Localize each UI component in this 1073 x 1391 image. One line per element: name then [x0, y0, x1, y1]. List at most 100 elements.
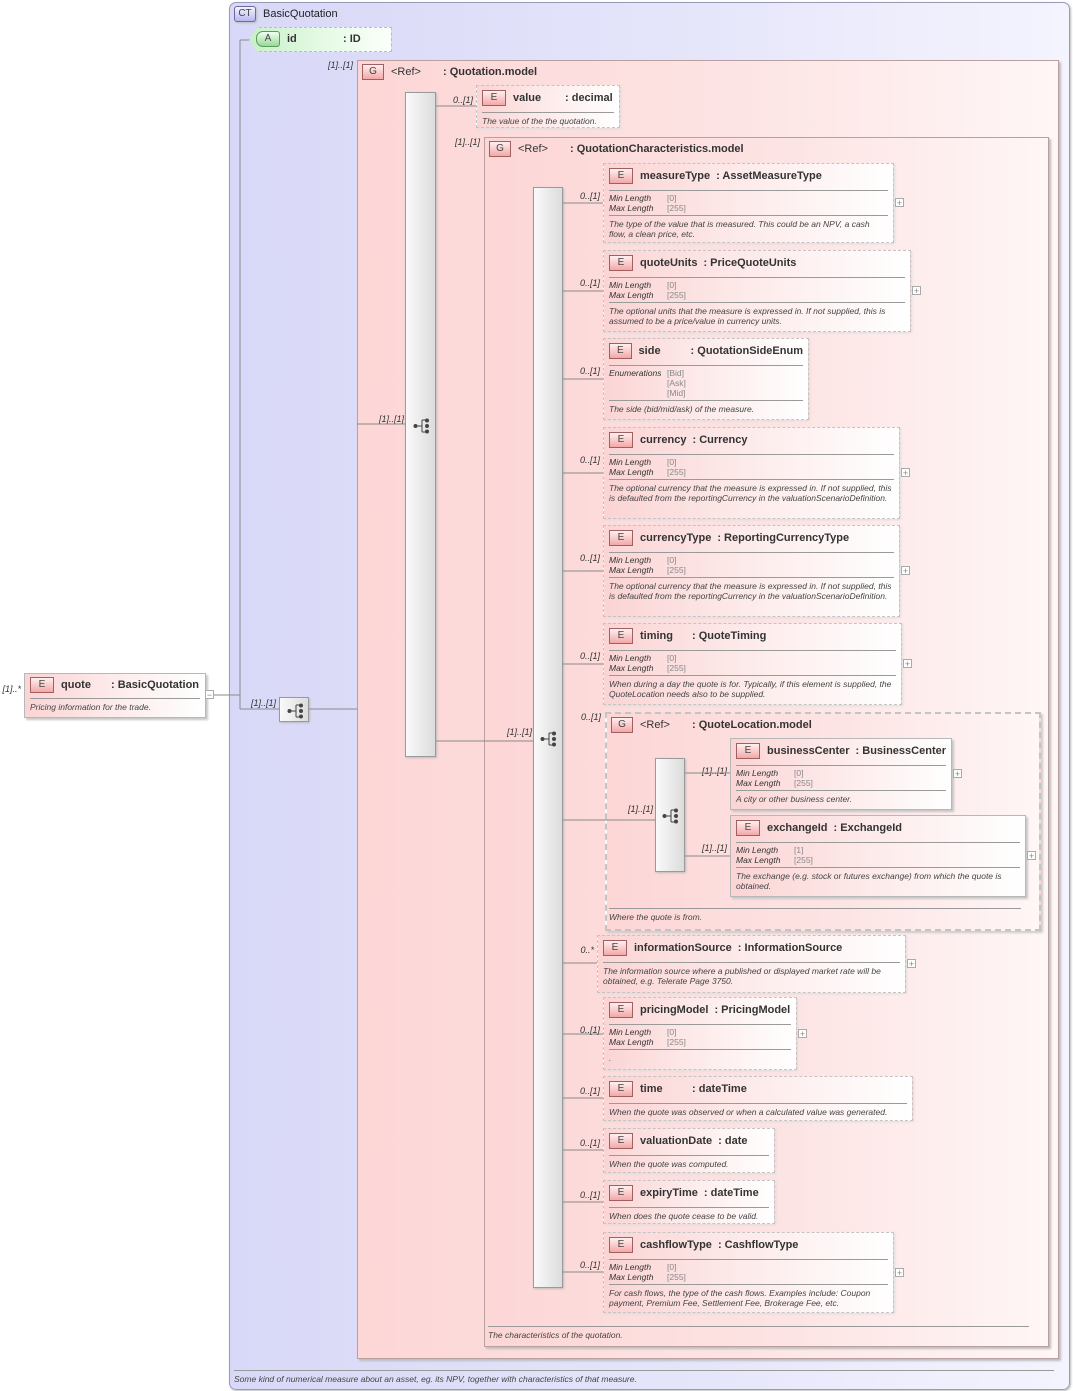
facet-value: [1]	[794, 845, 804, 855]
facet-label: Min Length	[609, 457, 652, 467]
expand-icon[interactable]: +	[895, 1267, 904, 1278]
facet-value: [0]	[794, 768, 804, 778]
facet-label: Min Length	[609, 1027, 652, 1037]
facet-value: [0]	[667, 555, 677, 565]
divider	[482, 112, 614, 113]
complex-type-name[interactable]: BasicQuotation	[263, 8, 338, 20]
group-header[interactable]: G <Ref>: Quotation.model	[362, 61, 1058, 83]
divider	[736, 765, 946, 766]
element-name: side	[638, 345, 661, 357]
element-badge: E	[609, 1185, 633, 1201]
divider	[736, 867, 1020, 868]
group-type: : QuoteLocation.model	[692, 719, 812, 731]
sequence-compositor[interactable]	[533, 187, 563, 1288]
occurrence-label: [1]..[1]	[701, 843, 727, 853]
occurrence-label: 0..[1]	[579, 1190, 600, 1200]
facet-label: Min Length	[736, 845, 779, 855]
group-badge: G	[489, 141, 511, 157]
group-header[interactable]: G <Ref>: QuoteLocation.model	[611, 714, 1039, 736]
occurrence-label: 0..[1]	[452, 95, 473, 105]
element-name: value	[513, 92, 542, 104]
element-badge: E	[609, 1237, 633, 1253]
expand-icon[interactable]: +	[1027, 851, 1036, 861]
divider	[609, 400, 803, 401]
element-description: The optional currency that the measure i…	[609, 581, 892, 601]
expand-icon[interactable]: +	[907, 959, 916, 969]
sequence-compositor[interactable]	[655, 758, 685, 872]
facet-value: [0]	[667, 457, 677, 467]
expand-icon[interactable]: +	[901, 566, 910, 576]
facet-label: Max Length	[609, 1037, 654, 1047]
facet-label: Min Length	[736, 768, 779, 778]
facet-value: [0]	[667, 653, 677, 663]
facet-label: Min Length	[609, 555, 652, 565]
facet-label: Max Length	[609, 467, 654, 477]
element-type: : BusinessCenter	[855, 745, 947, 757]
sequence-icon	[662, 808, 680, 829]
group-type: : QuotationCharacteristics.model	[570, 143, 744, 155]
occurrence-label: [1]..[1]	[506, 727, 532, 737]
expand-icon[interactable]: +	[903, 659, 912, 669]
divider	[609, 552, 894, 553]
element-name: measureType	[640, 170, 711, 182]
occurrence-label: 0..[1]	[580, 712, 601, 722]
expand-icon[interactable]: +	[901, 468, 910, 478]
expand-icon[interactable]: +	[953, 769, 962, 779]
element-type: : ReportingCurrencyType	[717, 532, 850, 544]
element-facets: Min Length [0] Max Length [255]	[609, 457, 894, 477]
group-header[interactable]: G <Ref>: QuotationCharacteristics.model	[489, 138, 1048, 160]
sequence-icon	[413, 418, 431, 439]
facet-label: Max Length	[609, 565, 654, 575]
element-badge: E	[609, 343, 632, 359]
occurrence-label: 0..[1]	[579, 553, 600, 563]
element-badge: E	[609, 1133, 633, 1149]
expand-icon[interactable]: +	[895, 198, 904, 208]
element-name: quoteUnits	[640, 257, 698, 269]
element-type: : dateTime	[703, 1187, 759, 1199]
complex-type-badge: CT	[234, 6, 256, 22]
sequence-compositor[interactable]	[405, 92, 436, 757]
divider	[736, 842, 1020, 843]
divider	[609, 1024, 791, 1025]
facet-value: [Bid]	[667, 368, 685, 378]
element-badge: E	[609, 530, 633, 546]
attribute-type: : ID	[343, 33, 361, 45]
group-description: Where the quote is from.	[609, 908, 1021, 922]
facet-label	[609, 388, 667, 398]
divider	[609, 1259, 888, 1260]
sequence-compositor[interactable]	[279, 697, 309, 722]
group-badge: G	[362, 64, 384, 80]
expand-icon[interactable]: +	[798, 1028, 807, 1039]
collapse-icon[interactable]: −	[205, 690, 214, 700]
divider	[609, 1155, 769, 1156]
expand-icon[interactable]: +	[912, 286, 921, 296]
divider	[609, 277, 905, 278]
element-description: A city or other business center.	[736, 794, 853, 804]
facet-value: [255]	[667, 290, 686, 300]
sequence-icon	[287, 703, 305, 724]
